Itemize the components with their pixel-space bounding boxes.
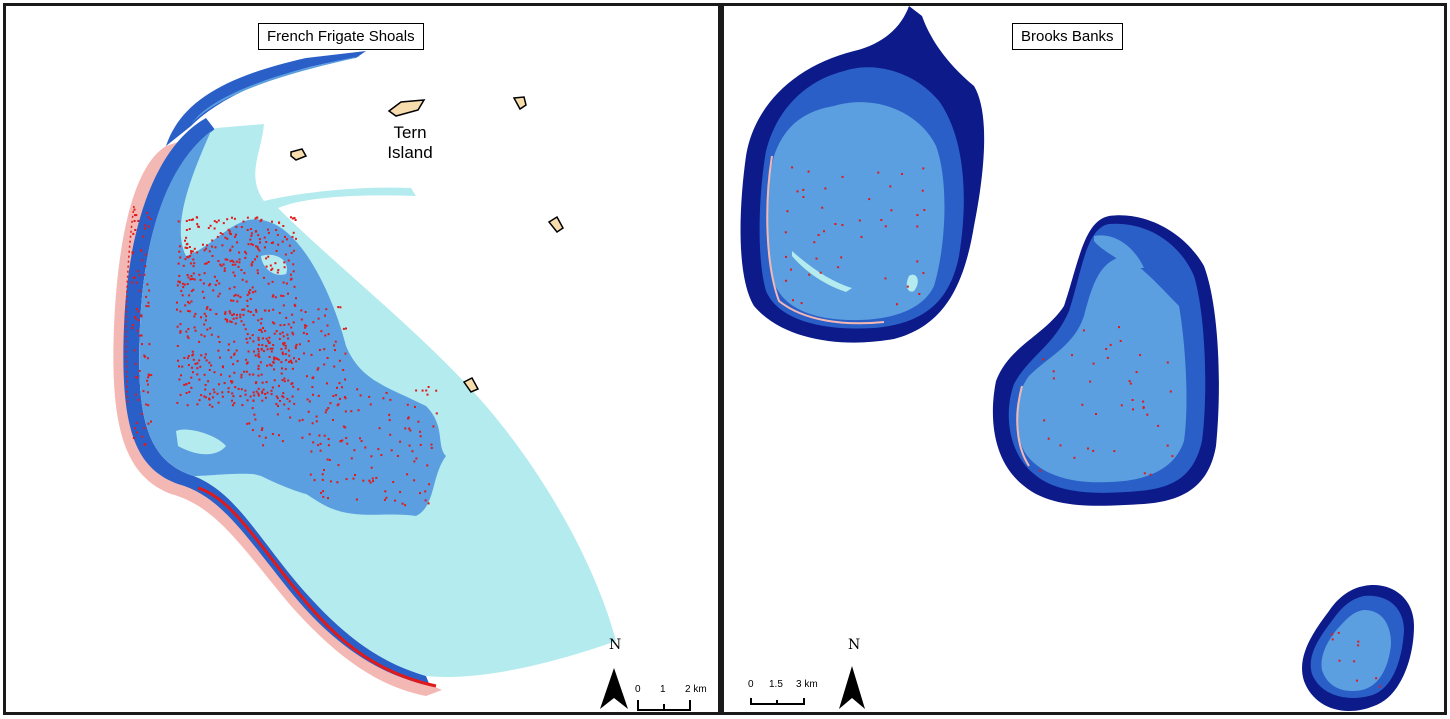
island-tern xyxy=(387,99,426,117)
survey-points-ffs xyxy=(131,208,438,507)
map-title-ffs: French Frigate Shoals xyxy=(258,23,424,50)
scale-tick-1-bb: 1.5 xyxy=(769,679,783,690)
bank-2-lagoon xyxy=(1016,256,1187,483)
reef-crest-line xyxy=(197,486,437,688)
map-canvas-ffs xyxy=(113,51,691,711)
scale-tick-2-ffs: 2 km xyxy=(685,684,707,695)
north-label-ffs: N xyxy=(609,637,622,653)
scale-tick-2-bb: 3 km xyxy=(796,679,818,690)
island-small-2 xyxy=(512,96,527,111)
island-label-tern: Tern Island xyxy=(382,123,438,163)
north-arrow-icon xyxy=(839,666,865,709)
scale-bar-icon xyxy=(637,700,691,711)
map-canvas-bb xyxy=(740,6,1414,712)
map-panel-french-frigate-shoals: French Frigate Shoals Tern Island N 0 1 … xyxy=(3,3,721,715)
island-label-line1: Tern xyxy=(393,123,427,142)
island-small-1 xyxy=(290,148,308,161)
outer-reef-band xyxy=(123,118,431,686)
northern-reef-arm xyxy=(166,51,366,146)
scale-bar-icon xyxy=(750,698,805,705)
reef-margin-layer xyxy=(113,136,442,696)
bank-1-lagoon xyxy=(766,102,945,321)
island-label-line2: Island xyxy=(387,143,433,162)
north-arrow-icon xyxy=(600,668,628,709)
map-panel-brooks-banks: Brooks Banks N 0 1.5 3 km xyxy=(721,3,1447,715)
map-title-bb: Brooks Banks xyxy=(1012,23,1123,50)
north-label-bb: N xyxy=(848,637,861,653)
scale-tick-1-ffs: 1 xyxy=(660,684,666,695)
island-small-3 xyxy=(547,215,564,234)
island-small-4 xyxy=(462,377,480,393)
lagoon-patch-layer xyxy=(139,131,446,516)
bank-3-lagoon xyxy=(1321,610,1391,692)
survey-points-bb xyxy=(784,166,1381,688)
scale-tick-0-ffs: 0 xyxy=(635,684,641,695)
scale-tick-0-bb: 0 xyxy=(748,679,754,690)
